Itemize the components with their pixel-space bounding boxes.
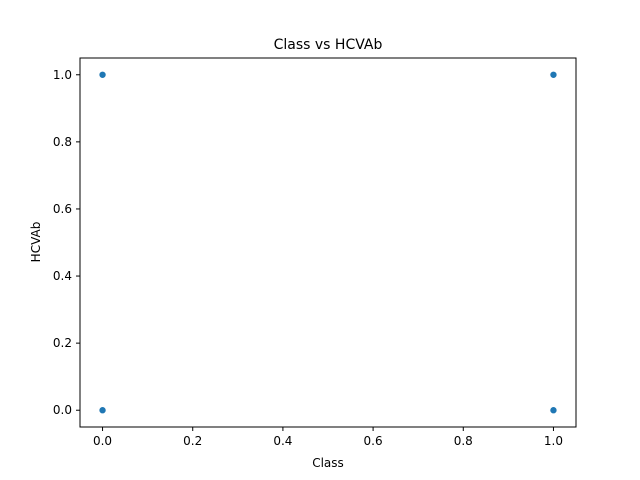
x-tick-label: 1.0 — [544, 434, 563, 448]
plot-area: 0.0 0.2 0.4 0.6 0.8 1.0 0.0 0.2 0.4 0.6 0.8 1.0 — [53, 57, 577, 448]
y-tick-label: 0.6 — [53, 202, 72, 216]
x-tick-label: 0.4 — [273, 434, 292, 448]
x-tick-label: 0.0 — [93, 434, 112, 448]
data-point — [98, 406, 107, 415]
y-tick-label: 1.0 — [53, 68, 72, 82]
y-tick-label: 0.0 — [53, 403, 72, 417]
plot-frame — [79, 57, 577, 428]
y-tick-label: 0.4 — [53, 269, 72, 283]
data-point — [549, 406, 558, 415]
y-axis-label: HCVAb — [29, 222, 43, 263]
x-tick-label: 0.6 — [364, 434, 383, 448]
y-tick-label: 0.8 — [53, 135, 72, 149]
x-tick-label: 0.8 — [454, 434, 473, 448]
y-tick-label: 0.2 — [53, 336, 72, 350]
data-point — [98, 70, 107, 79]
chart-title: Class vs HCVAb — [274, 37, 383, 53]
data-point — [549, 70, 558, 79]
x-axis-label: Class — [312, 456, 344, 470]
x-tick-label: 0.2 — [183, 434, 202, 448]
